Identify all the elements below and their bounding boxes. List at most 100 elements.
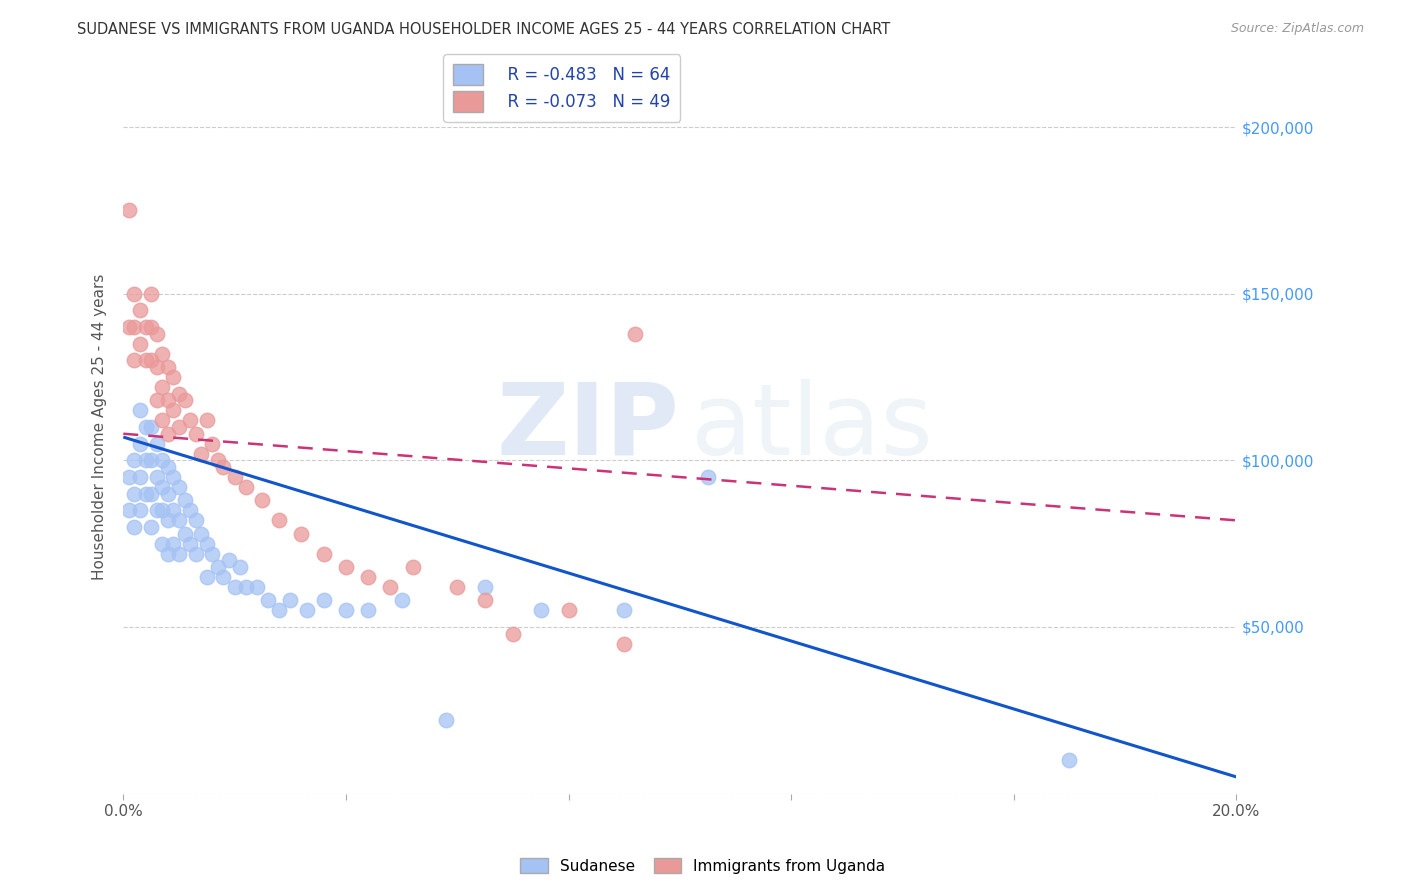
- Point: [162, 403, 184, 417]
- Point: [246, 580, 269, 594]
- Point: [129, 336, 152, 351]
- Point: [278, 593, 301, 607]
- Point: [184, 547, 207, 561]
- Point: [1059, 753, 1081, 767]
- Point: [139, 353, 162, 368]
- Point: [124, 353, 146, 368]
- Point: [290, 526, 312, 541]
- Point: [474, 580, 496, 594]
- Point: [139, 286, 162, 301]
- Point: [150, 347, 173, 361]
- Point: [201, 436, 224, 450]
- Point: [118, 470, 141, 484]
- Point: [446, 580, 468, 594]
- Point: [195, 537, 218, 551]
- Point: [212, 460, 235, 475]
- Point: [156, 426, 179, 441]
- Point: [613, 603, 636, 617]
- Point: [150, 480, 173, 494]
- Text: ZIP: ZIP: [496, 378, 681, 475]
- Point: [207, 453, 229, 467]
- Point: [135, 486, 157, 500]
- Point: [162, 537, 184, 551]
- Point: [135, 453, 157, 467]
- Point: [129, 436, 152, 450]
- Point: [139, 420, 162, 434]
- Point: [235, 580, 257, 594]
- Point: [129, 470, 152, 484]
- Point: [145, 436, 167, 450]
- Point: [167, 420, 190, 434]
- Point: [613, 637, 636, 651]
- Point: [124, 453, 146, 467]
- Legend:   R = -0.483   N = 64,   R = -0.073   N = 49: R = -0.483 N = 64, R = -0.073 N = 49: [443, 54, 681, 121]
- Point: [391, 593, 413, 607]
- Point: [224, 470, 246, 484]
- Point: [357, 603, 380, 617]
- Point: [145, 503, 167, 517]
- Text: atlas: atlas: [690, 378, 932, 475]
- Point: [235, 480, 257, 494]
- Point: [167, 547, 190, 561]
- Point: [167, 480, 190, 494]
- Point: [269, 513, 291, 527]
- Point: [295, 603, 318, 617]
- Point: [156, 393, 179, 408]
- Point: [224, 580, 246, 594]
- Y-axis label: Householder Income Ages 25 - 44 years: Householder Income Ages 25 - 44 years: [93, 274, 107, 581]
- Point: [184, 426, 207, 441]
- Point: [434, 714, 457, 728]
- Point: [129, 303, 152, 318]
- Point: [207, 560, 229, 574]
- Point: [145, 393, 167, 408]
- Point: [335, 603, 357, 617]
- Point: [124, 286, 146, 301]
- Point: [201, 547, 224, 561]
- Point: [195, 570, 218, 584]
- Point: [135, 420, 157, 434]
- Text: Source: ZipAtlas.com: Source: ZipAtlas.com: [1230, 22, 1364, 36]
- Point: [139, 486, 162, 500]
- Point: [139, 520, 162, 534]
- Point: [167, 513, 190, 527]
- Point: [257, 593, 280, 607]
- Point: [162, 470, 184, 484]
- Point: [124, 520, 146, 534]
- Point: [139, 453, 162, 467]
- Point: [502, 626, 524, 640]
- Point: [150, 380, 173, 394]
- Point: [150, 453, 173, 467]
- Point: [145, 360, 167, 375]
- Point: [229, 560, 252, 574]
- Point: [167, 386, 190, 401]
- Point: [173, 393, 195, 408]
- Point: [124, 486, 146, 500]
- Point: [118, 203, 141, 218]
- Point: [156, 360, 179, 375]
- Point: [156, 547, 179, 561]
- Point: [402, 560, 425, 574]
- Point: [118, 320, 141, 334]
- Point: [139, 320, 162, 334]
- Point: [156, 486, 179, 500]
- Point: [624, 326, 647, 341]
- Point: [145, 470, 167, 484]
- Point: [218, 553, 240, 567]
- Point: [530, 603, 553, 617]
- Point: [474, 593, 496, 607]
- Point: [380, 580, 402, 594]
- Legend: Sudanese, Immigrants from Uganda: Sudanese, Immigrants from Uganda: [515, 852, 891, 880]
- Point: [212, 570, 235, 584]
- Point: [195, 413, 218, 427]
- Point: [129, 503, 152, 517]
- Point: [312, 593, 335, 607]
- Point: [135, 320, 157, 334]
- Point: [162, 503, 184, 517]
- Point: [150, 413, 173, 427]
- Point: [124, 320, 146, 334]
- Text: SUDANESE VS IMMIGRANTS FROM UGANDA HOUSEHOLDER INCOME AGES 25 - 44 YEARS CORRELA: SUDANESE VS IMMIGRANTS FROM UGANDA HOUSE…: [77, 22, 890, 37]
- Point: [190, 447, 212, 461]
- Point: [557, 603, 579, 617]
- Point: [335, 560, 357, 574]
- Point: [269, 603, 291, 617]
